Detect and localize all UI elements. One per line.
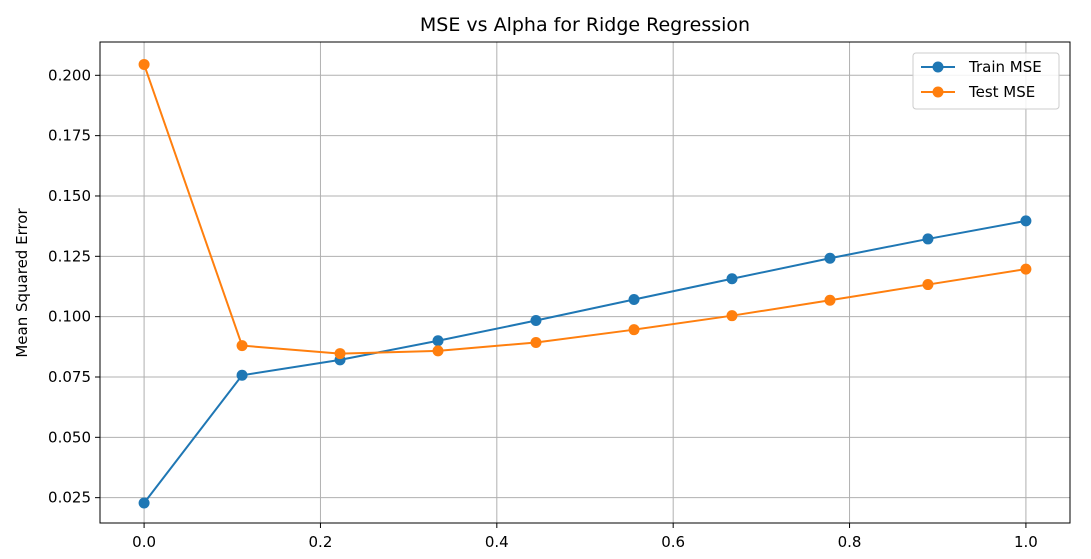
y-tick-label: 0.075 (48, 368, 91, 386)
y-tick-label: 0.200 (48, 66, 91, 84)
data-point (824, 294, 836, 306)
data-point (922, 279, 934, 291)
x-tick-label: 0.0 (132, 533, 156, 551)
y-tick-label: 0.175 (48, 127, 91, 145)
plot-frame (99, 41, 1071, 524)
series-line (143, 219, 1027, 504)
data-point (432, 345, 444, 357)
data-point (1020, 215, 1032, 227)
data-point (726, 310, 738, 322)
data-point (530, 336, 542, 348)
data-point (1020, 263, 1032, 275)
data-point (236, 340, 248, 352)
data-point (628, 294, 640, 306)
x-tick-label: 0.8 (838, 533, 862, 551)
data-point (138, 497, 150, 509)
series-layer (138, 58, 1032, 509)
x-tick-label: 1.0 (1014, 533, 1038, 551)
data-point (334, 348, 346, 360)
legend-label: Test MSE (968, 83, 1035, 101)
data-point (628, 324, 640, 336)
chart-title: MSE vs Alpha for Ridge Regression (420, 14, 750, 36)
data-point (236, 369, 248, 381)
y-tick-label: 0.025 (48, 489, 91, 507)
y-axis-label: Mean Squared Error (13, 208, 31, 358)
series-line (143, 64, 1027, 355)
data-point (432, 335, 444, 347)
x-tick-label: 0.6 (661, 533, 685, 551)
data-point (138, 58, 150, 70)
legend: Train MSE Test MSE (912, 52, 1060, 110)
x-tick-label: 0.4 (485, 533, 509, 551)
legend-marker (932, 86, 944, 98)
data-point (824, 252, 836, 264)
legend-marker (932, 61, 944, 73)
legend-item: Train MSE (921, 58, 1042, 76)
data-point (530, 315, 542, 327)
data-point (726, 273, 738, 285)
y-axis: 0.025 0.050 0.075 0.100 0.125 0.150 0.175 0.200 (48, 66, 100, 507)
y-tick-label: 0.050 (48, 428, 91, 446)
legend-item: Test MSE (921, 83, 1035, 101)
y-tick-label: 0.100 (48, 308, 91, 326)
x-axis: 0.0 0.2 0.4 0.6 0.8 1.0 (132, 523, 1038, 551)
data-point (922, 233, 934, 245)
grid (100, 42, 1070, 523)
y-tick-label: 0.150 (48, 187, 91, 205)
series-1 (138, 215, 1032, 509)
series-2 (138, 58, 1032, 360)
x-tick-label: 0.2 (309, 533, 333, 551)
y-tick-label: 0.125 (48, 247, 91, 265)
legend-label: Train MSE (968, 58, 1042, 76)
